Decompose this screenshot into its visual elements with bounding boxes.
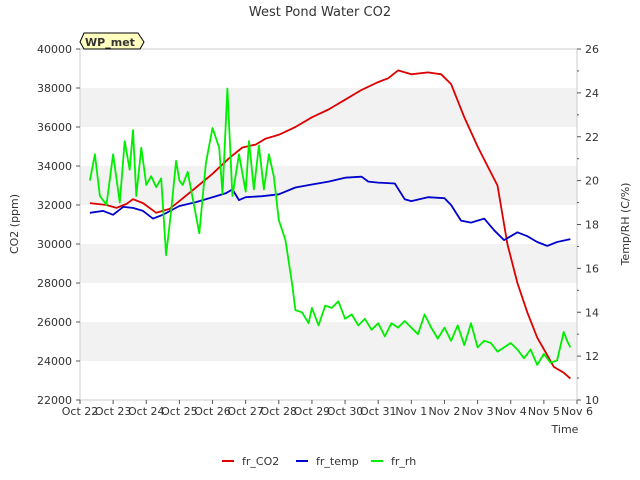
x-tick-label: Oct 30 — [327, 405, 364, 418]
series-line-fr_rh — [89, 87, 572, 366]
x-tick-label: Oct 22 — [62, 405, 99, 418]
x-tick-label: Oct 23 — [95, 405, 132, 418]
x-axis-label: Time — [551, 423, 579, 436]
x-tick-label: Oct 27 — [227, 405, 264, 418]
x-tick-label: Oct 25 — [161, 405, 198, 418]
badge-label: WP_met — [85, 36, 135, 49]
y-right-tick-label: 18 — [585, 219, 599, 232]
y-axis-left: 22000 24000 26000 28000 30000 32000 34000 36000… — [37, 43, 80, 407]
y-right-tick-label: 26 — [585, 43, 599, 56]
y-left-tick-label: 26000 — [37, 316, 72, 329]
y-axis-left-label: CO2 (ppm) — [8, 194, 21, 254]
x-tick-label: Nov 5 — [528, 405, 560, 418]
x-tick-label: Oct 29 — [294, 405, 331, 418]
grid-bands — [80, 88, 577, 361]
x-tick-label: Nov 6 — [561, 405, 593, 418]
y-left-tick-label: 30000 — [37, 238, 72, 251]
y-right-tick-label: 14 — [585, 306, 599, 319]
y-right-tick-label: 16 — [585, 262, 599, 275]
badge: WP_met — [79, 32, 145, 50]
y-right-tick-label: 12 — [585, 350, 599, 363]
x-tick-label: Nov 3 — [462, 405, 494, 418]
series-line-fr_temp — [89, 175, 571, 247]
chart-title: West Pond Water CO2 — [249, 5, 391, 20]
y-left-tick-label: 36000 — [37, 121, 72, 134]
y-right-tick-label: 22 — [585, 131, 599, 144]
grid-band — [80, 244, 577, 283]
grid-band — [80, 88, 577, 127]
y-left-tick-label: 34000 — [37, 160, 72, 173]
y-left-tick-label: 22000 — [37, 394, 72, 407]
y-right-tick-label: 20 — [585, 175, 599, 188]
y-left-tick-label: 32000 — [37, 199, 72, 212]
y-left-tick-label: 40000 — [37, 43, 72, 56]
y-axis-right-label: Temp/RH (C/%) — [619, 183, 632, 267]
y-right-tick-label: 10 — [585, 394, 599, 407]
legend-label-fr_temp: fr_temp — [316, 455, 359, 468]
x-tick-label: Nov 2 — [428, 405, 460, 418]
x-tick-label: Oct 24 — [128, 405, 165, 418]
y-right-tick-label: 24 — [585, 87, 599, 100]
legend-label-fr_rh: fr_rh — [391, 455, 416, 468]
y-left-tick-label: 28000 — [37, 277, 72, 290]
legend-label-fr_CO2: fr_CO2 — [242, 455, 279, 468]
x-tick-label: Nov 1 — [395, 405, 427, 418]
badge-box — [79, 32, 145, 50]
x-tick-label: Oct 31 — [360, 405, 397, 418]
y-left-tick-label: 38000 — [37, 82, 72, 95]
x-tick-label: Nov 4 — [495, 405, 527, 418]
x-tick-label: Oct 26 — [194, 405, 231, 418]
y-left-tick-label: 24000 — [37, 355, 72, 368]
y-axis-right: 10 12 14 16 18 20 22 24 26 — [577, 43, 599, 407]
x-tick-label: Oct 28 — [261, 405, 298, 418]
legend: fr_CO2 fr_temp fr_rh — [222, 455, 416, 468]
series-layer — [89, 69, 572, 380]
grid-band — [80, 322, 577, 361]
